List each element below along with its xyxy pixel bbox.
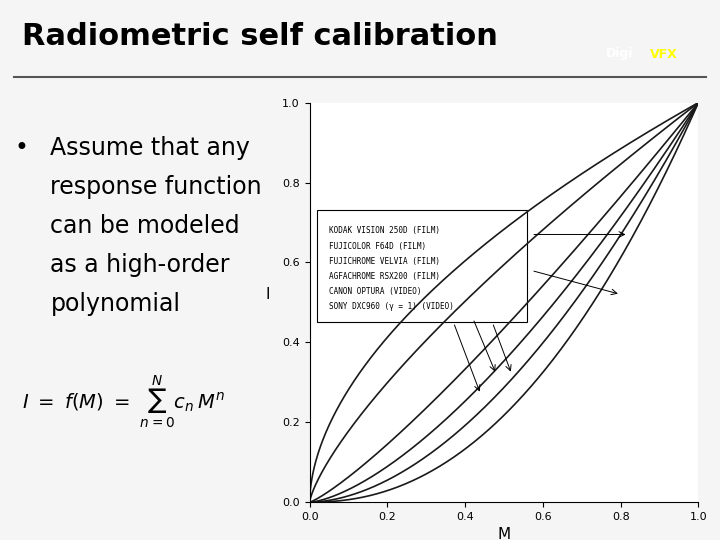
- Text: SONY DXC960 (γ = 1) (VIDEO): SONY DXC960 (γ = 1) (VIDEO): [329, 302, 454, 312]
- FancyBboxPatch shape: [318, 211, 527, 322]
- Text: as a high-order: as a high-order: [50, 253, 230, 277]
- Text: $I \ = \ f(M) \ = \ \sum_{n=0}^{N} c_n \, M^n$: $I \ = \ f(M) \ = \ \sum_{n=0}^{N} c_n \…: [22, 374, 225, 430]
- Text: polynomial: polynomial: [50, 292, 181, 316]
- Text: AGFACHROME RSX200 (FILM): AGFACHROME RSX200 (FILM): [329, 272, 440, 281]
- Text: response function: response function: [50, 175, 262, 199]
- Y-axis label: I: I: [266, 287, 271, 302]
- Text: Digi: Digi: [606, 48, 633, 60]
- Text: Radiometric self calibration: Radiometric self calibration: [22, 22, 498, 51]
- Text: CANON OPTURA (VIDEO): CANON OPTURA (VIDEO): [329, 287, 421, 296]
- Text: can be modeled: can be modeled: [50, 214, 240, 238]
- Text: VFX: VFX: [650, 48, 678, 60]
- X-axis label: M: M: [498, 528, 510, 540]
- Text: FUJICHROME VELVIA (FILM): FUJICHROME VELVIA (FILM): [329, 257, 440, 266]
- Text: Assume that any: Assume that any: [50, 136, 251, 160]
- Text: FUJICOLOR F64D (FILM): FUJICOLOR F64D (FILM): [329, 242, 426, 251]
- Text: •: •: [14, 136, 28, 160]
- Text: KODAK VISION 250D (FILM): KODAK VISION 250D (FILM): [329, 226, 440, 235]
